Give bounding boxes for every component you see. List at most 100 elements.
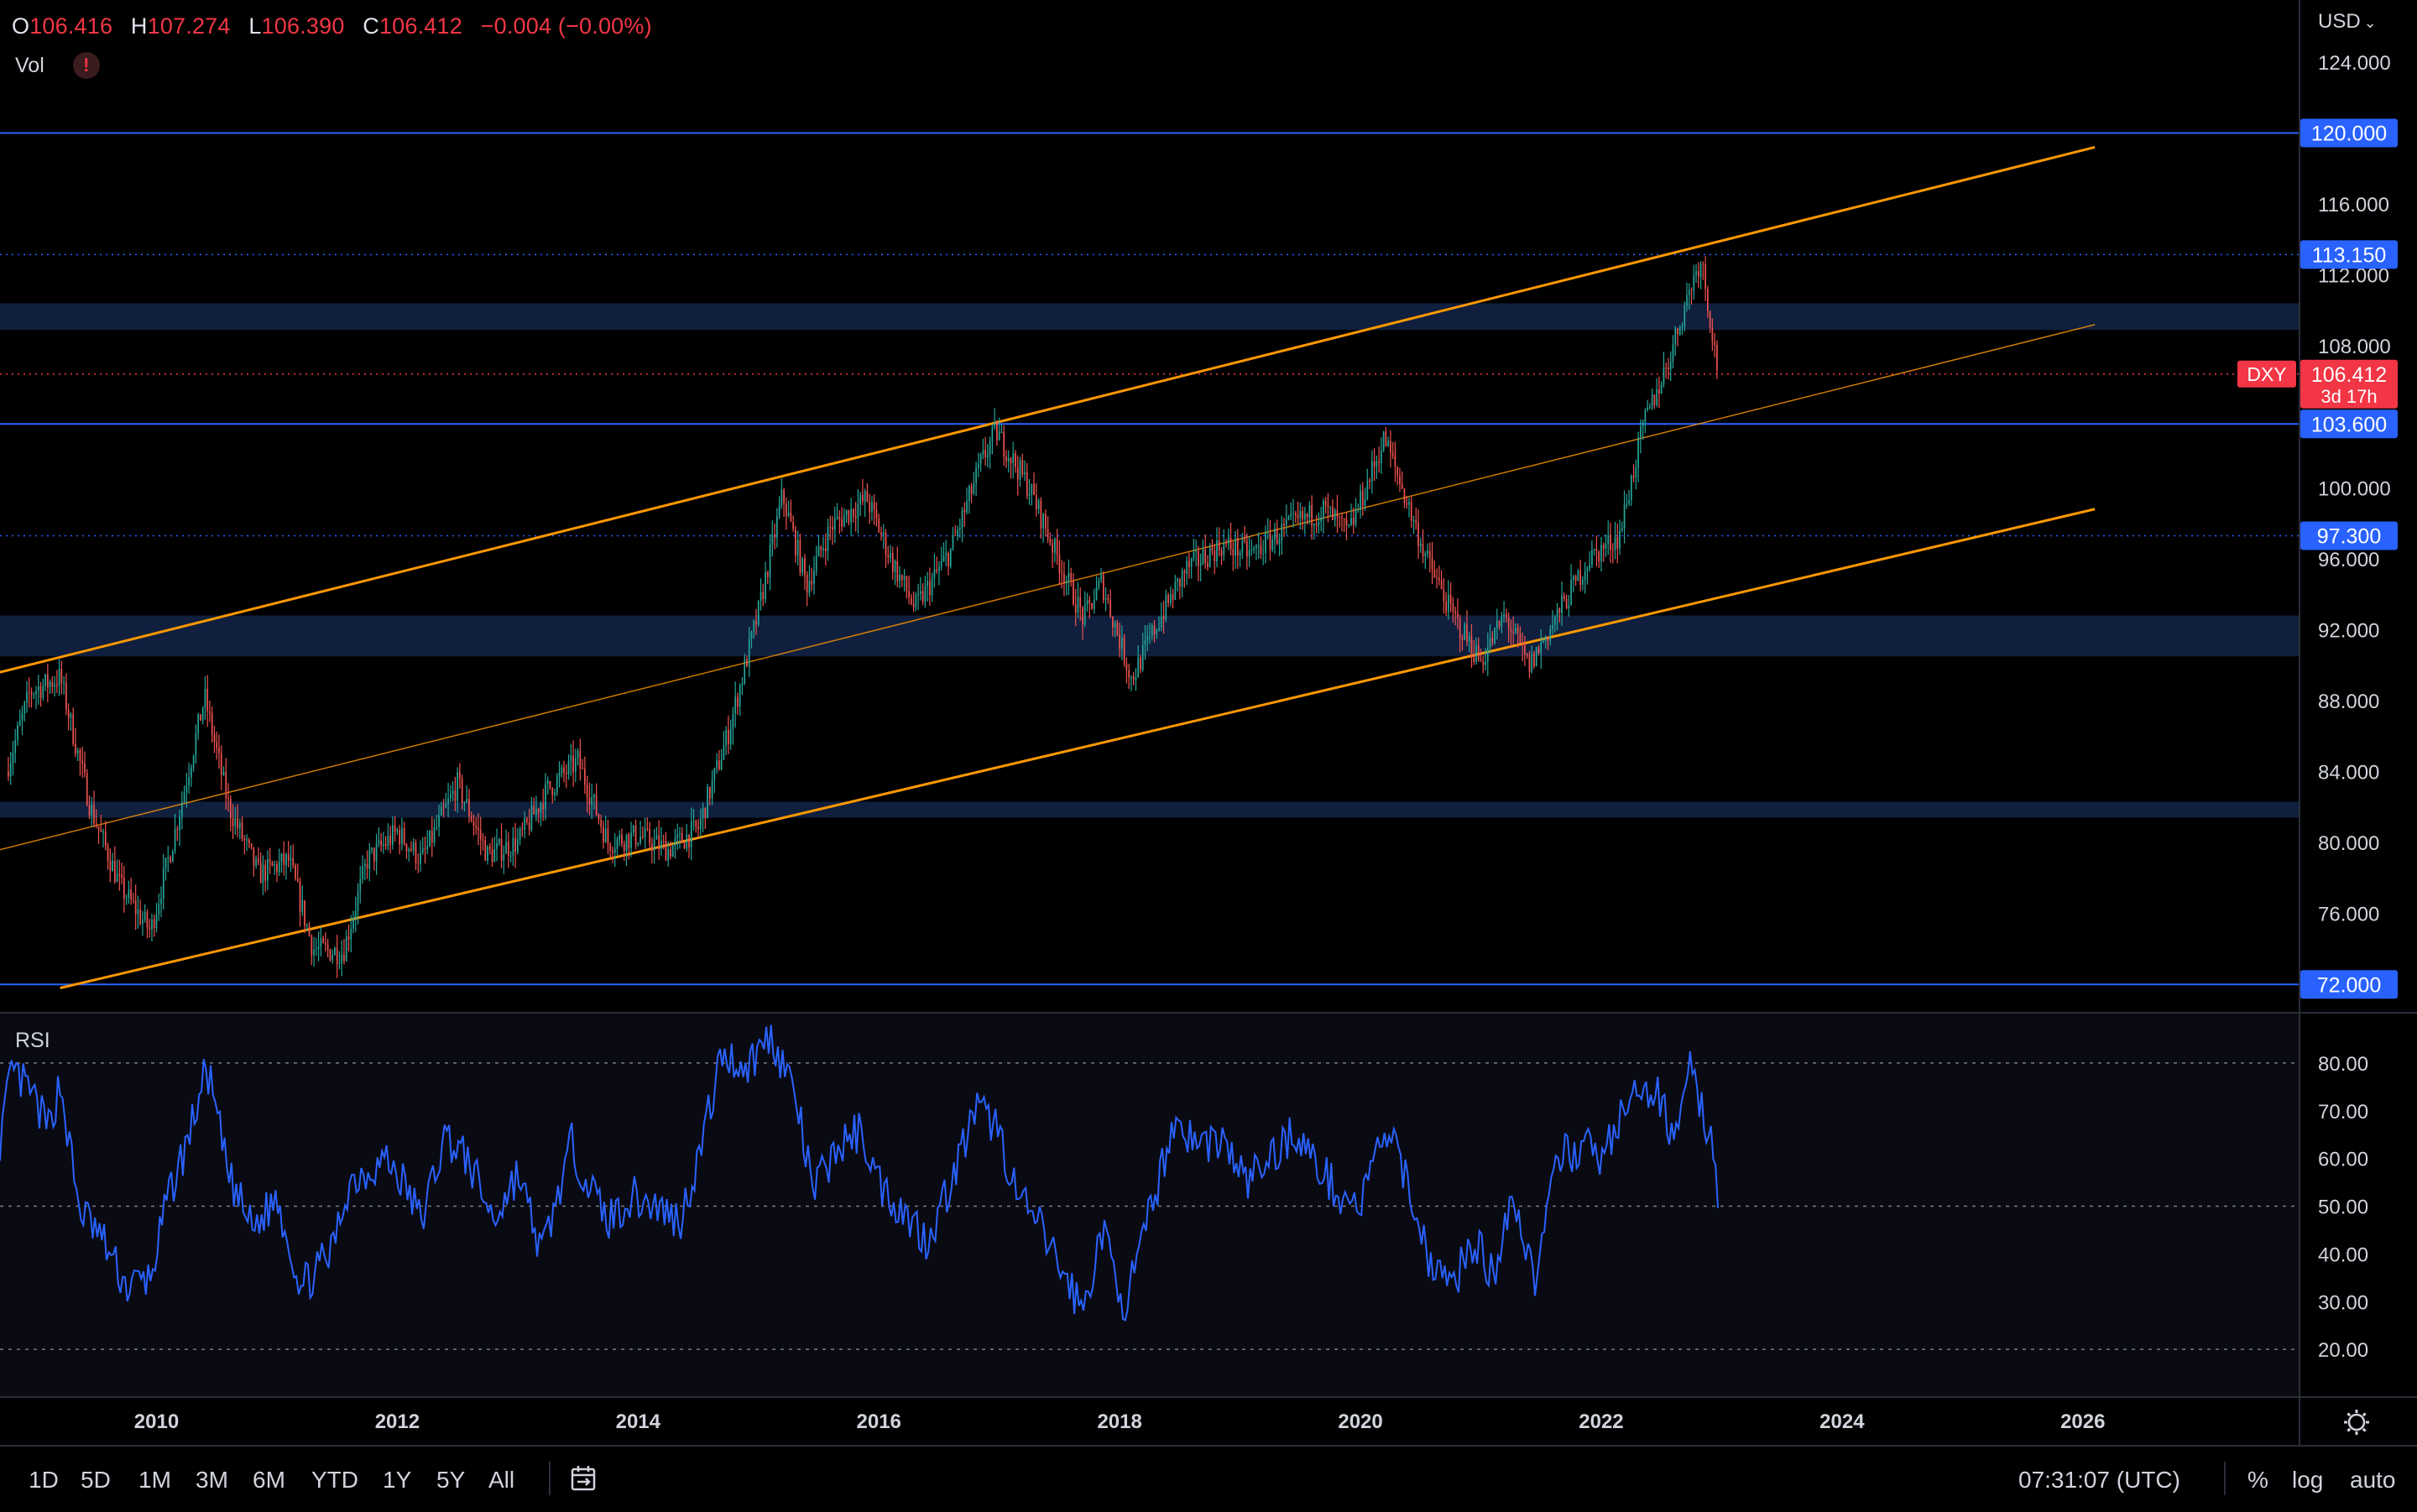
candle-body (229, 799, 232, 819)
candle-body (1227, 538, 1229, 544)
support-resistance-zone[interactable] (0, 303, 2300, 331)
candle-body (917, 593, 919, 596)
candle-body (436, 826, 438, 828)
candle-body (1313, 524, 1315, 526)
channel-middle-line[interactable] (0, 324, 2096, 851)
utc-clock[interactable]: 07:31:07 (UTC) (2018, 1467, 2180, 1493)
candle-body (1327, 504, 1329, 507)
timeframe-1m[interactable]: 1M (138, 1467, 171, 1493)
channel-upper-line[interactable] (0, 146, 2096, 674)
candle-body (822, 548, 824, 550)
candle-body (1266, 533, 1269, 534)
candle-body (179, 816, 180, 831)
timeframe-ytd[interactable]: YTD (311, 1467, 358, 1493)
candle-body (1637, 437, 1639, 468)
candle-body (503, 853, 505, 861)
candle-body (466, 799, 468, 802)
warning-icon[interactable]: ! (72, 52, 100, 79)
candle-body (317, 946, 320, 950)
chart-canvas[interactable]: 124.000116.000112.000108.000100.00096.00… (0, 0, 2417, 1445)
timeframe-6m[interactable]: 6M (253, 1467, 285, 1493)
candle-body (331, 955, 334, 961)
symbol-tag-label: DXY (2247, 363, 2286, 385)
candle-body (1366, 480, 1369, 499)
candle-body (118, 873, 121, 875)
price-axis-label: 76.000 (2318, 904, 2379, 926)
percent-toggle[interactable]: % (2247, 1467, 2268, 1493)
parallel-channel[interactable] (0, 146, 2096, 989)
close-label: C (363, 13, 379, 39)
candle-body (463, 801, 466, 803)
horizontal-levels[interactable] (0, 132, 2300, 986)
candle-body (857, 503, 859, 519)
candle-body (728, 729, 729, 744)
timeframe-5y[interactable]: 5Y (436, 1467, 466, 1493)
price-axis-label: 92.000 (2318, 619, 2379, 642)
gear-icon[interactable] (2344, 1410, 2369, 1435)
level-price-tag[interactable] (2300, 970, 2398, 999)
candle-body (542, 803, 545, 810)
timeframe-5d[interactable]: 5D (81, 1467, 111, 1493)
candle-body (107, 846, 109, 861)
candle-body (1674, 328, 1677, 345)
candle-body (204, 688, 206, 708)
candle-body (482, 839, 484, 841)
candle-body (65, 682, 67, 710)
candle-body (95, 823, 97, 826)
candle-body (801, 558, 804, 573)
candle-body (973, 483, 975, 494)
candle-body (1660, 384, 1663, 394)
candle-body (234, 818, 237, 826)
candle-body (1306, 514, 1308, 518)
candle-body (292, 858, 295, 866)
candle-body (720, 759, 723, 769)
candle-body (315, 949, 317, 951)
candle-body (848, 510, 850, 523)
candlestick-series (8, 255, 1718, 978)
candle-body (910, 597, 912, 604)
gear-icon-tooth (2362, 1412, 2367, 1417)
channel-lower-line[interactable] (60, 508, 2096, 989)
date-range-icon[interactable] (569, 1463, 599, 1498)
candle-body (1672, 344, 1674, 362)
candle-body (97, 826, 100, 830)
time-axis-label: 2026 (2060, 1410, 2105, 1433)
timeframe-all[interactable]: All (488, 1467, 515, 1493)
candle-body (1174, 581, 1177, 600)
currency-selector[interactable]: USD ⌄ (2318, 10, 2377, 34)
candle-body (1686, 295, 1688, 306)
candle-body (671, 845, 674, 857)
candle-body (1158, 628, 1160, 630)
level-price-tag[interactable] (2300, 521, 2398, 550)
rsi-label[interactable]: RSI (15, 1029, 50, 1052)
candle-body (250, 843, 253, 847)
timeframe-3m[interactable]: 3M (196, 1467, 228, 1493)
candle-body (1649, 407, 1651, 409)
candle-body (491, 849, 493, 863)
candle-body (625, 834, 628, 852)
log-toggle[interactable]: log (2292, 1467, 2324, 1493)
timeframe-1y[interactable]: 1Y (383, 1467, 412, 1493)
candle-body (1515, 628, 1516, 633)
timeframe-1d[interactable]: 1D (29, 1467, 59, 1493)
level-price-tag[interactable] (2300, 240, 2398, 269)
candle-body (783, 489, 785, 503)
candle-body (1229, 538, 1232, 550)
candle-body (1153, 625, 1156, 634)
candle-body (248, 839, 250, 844)
candle-body (991, 426, 994, 441)
candle-body (144, 911, 146, 920)
candle-body (760, 592, 762, 601)
auto-toggle[interactable]: auto (2350, 1467, 2396, 1493)
candle-body (1056, 539, 1058, 555)
level-price-tag[interactable] (2300, 409, 2398, 439)
support-resistance-zone[interactable] (0, 801, 2300, 818)
candle-body (843, 515, 845, 527)
volume-indicator-legend[interactable]: Vol ! (15, 52, 100, 79)
current-price-label: 106.412 (2311, 363, 2387, 387)
candle-body (579, 751, 582, 769)
level-price-tag[interactable] (2300, 118, 2398, 148)
candle-body (1329, 506, 1332, 508)
candle-body (521, 828, 524, 830)
candle-body (33, 694, 35, 696)
